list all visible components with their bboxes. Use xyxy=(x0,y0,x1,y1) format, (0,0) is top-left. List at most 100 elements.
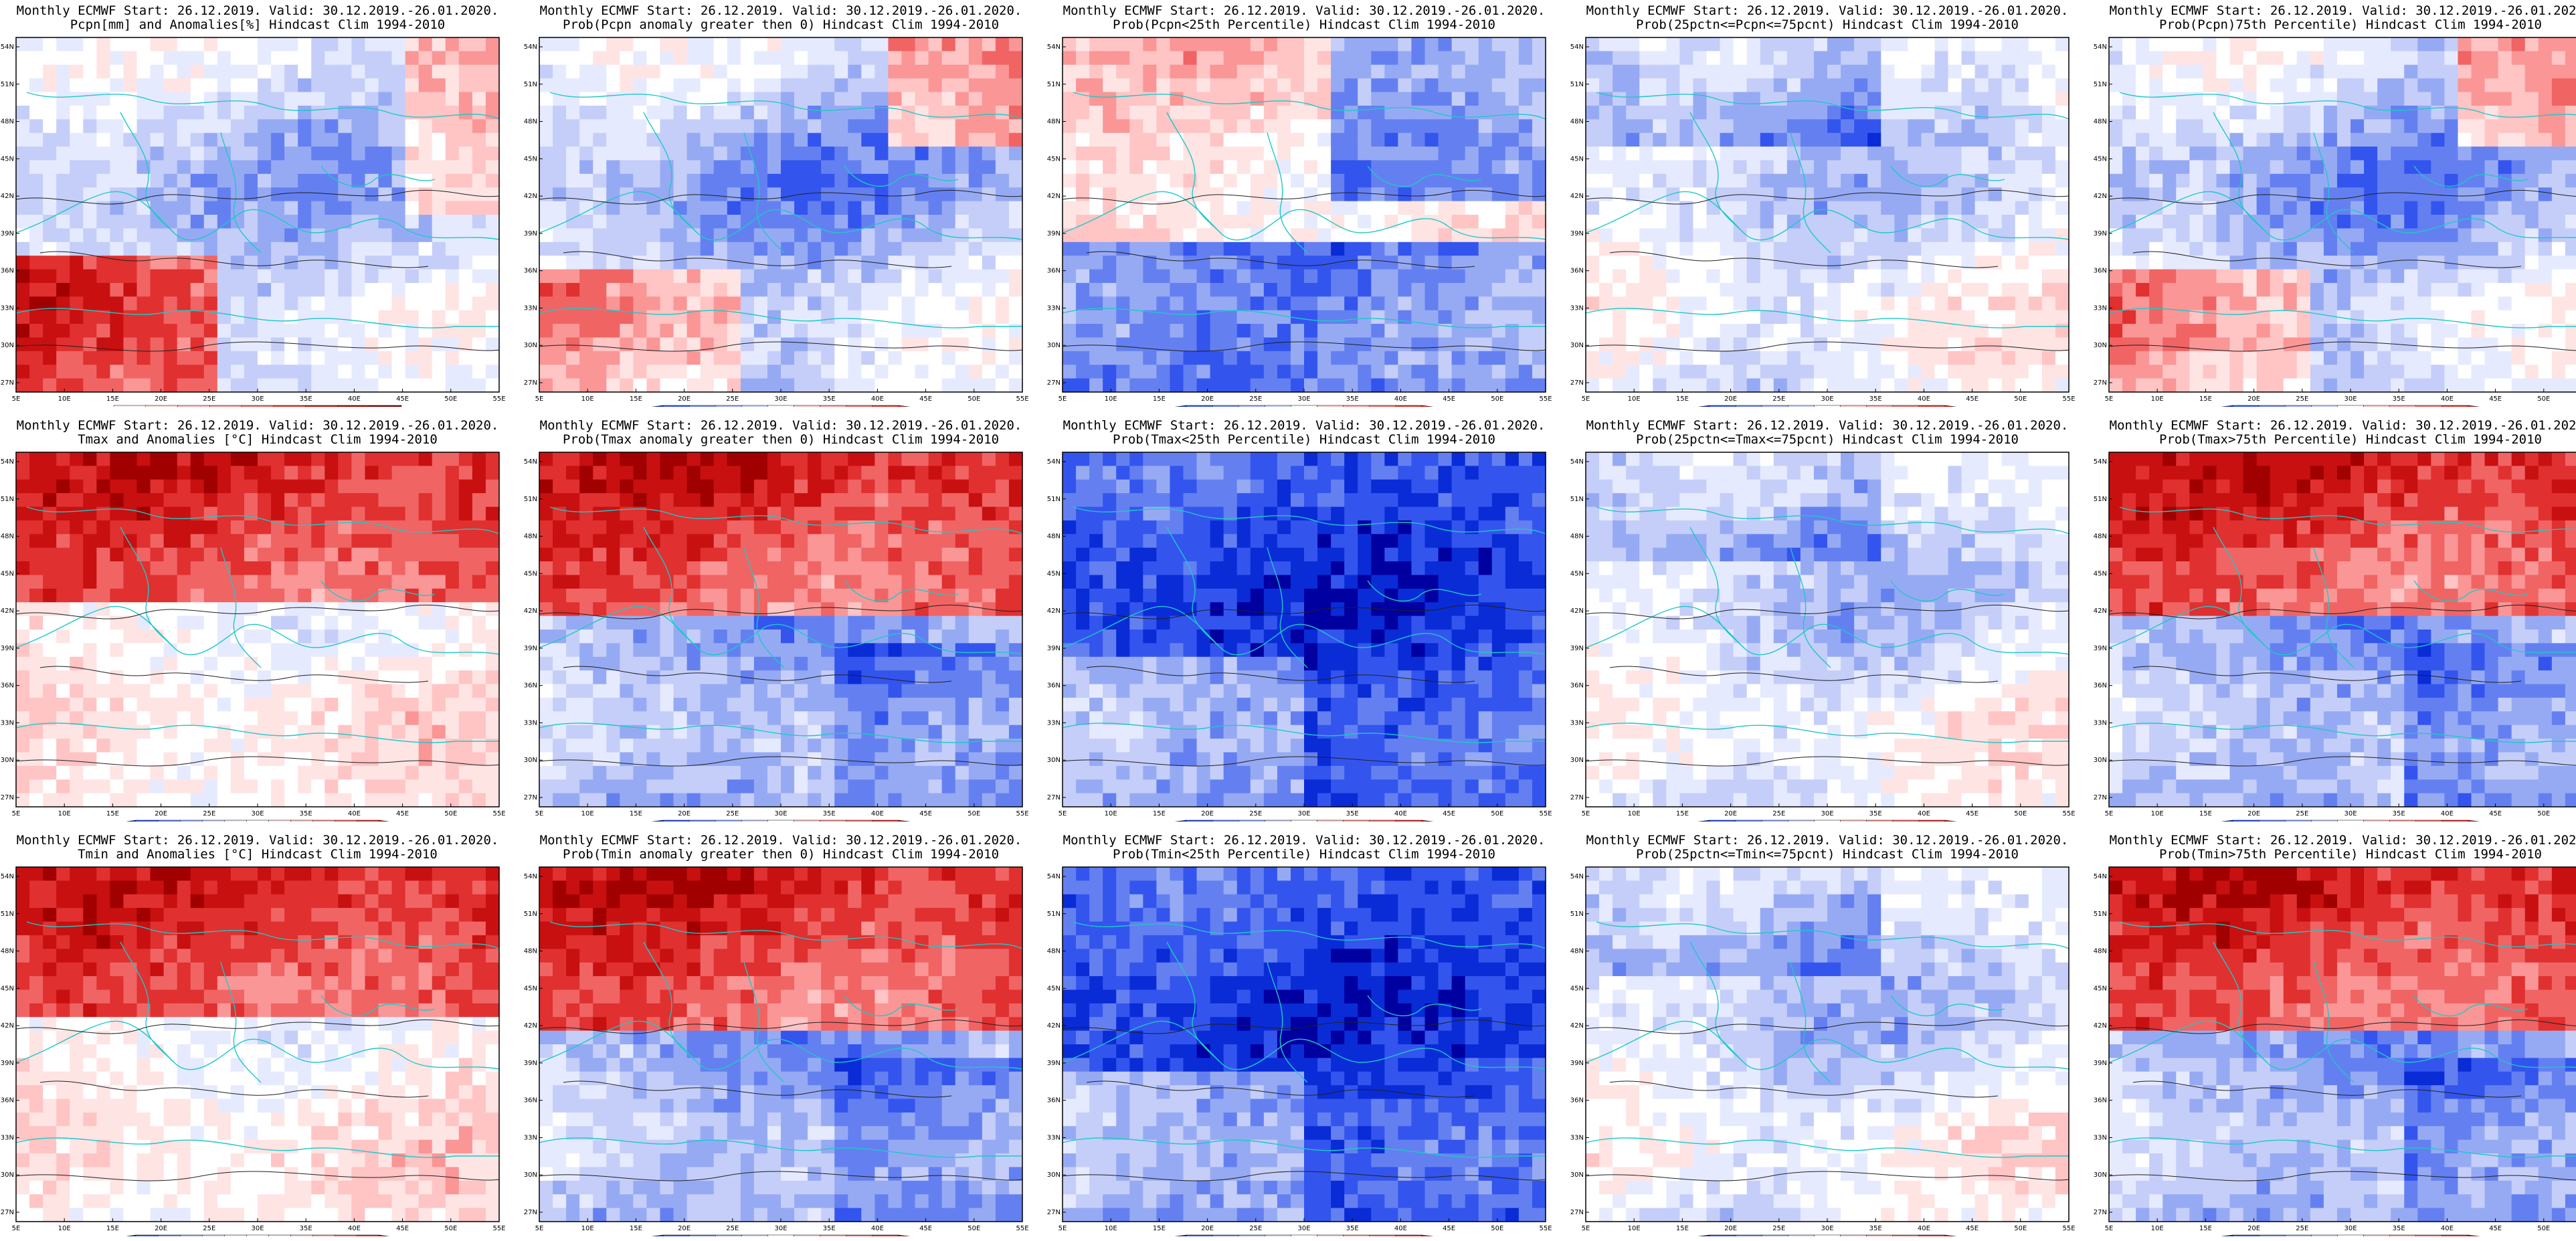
latitude-label: 51N xyxy=(524,81,537,88)
latitude-label: 27N xyxy=(524,794,537,801)
field-shading xyxy=(539,867,1023,1222)
longitude-label: 30E xyxy=(774,1225,787,1232)
latitude-label: 42N xyxy=(524,607,537,615)
latitude-label: 30N xyxy=(2094,342,2107,349)
longitude-label: 40E xyxy=(348,395,361,403)
longitude-label: 30E xyxy=(1297,810,1310,818)
field-shading xyxy=(16,37,500,393)
latitude-label: 27N xyxy=(524,1209,537,1216)
map-panel: Monthly ECMWF Start: 26.12.2019. Valid: … xyxy=(2093,0,2576,411)
longitude-label: 5E xyxy=(1582,395,1590,403)
latitude-label: 54N xyxy=(1570,873,1584,880)
latitude-label: 48N xyxy=(1570,118,1584,126)
longitude-label: 15E xyxy=(1153,1225,1166,1232)
latitude-label: 36N xyxy=(2094,682,2107,690)
longitude-label: 50E xyxy=(2014,1225,2027,1232)
longitude-label: 5E xyxy=(12,810,21,818)
latitude-label: 48N xyxy=(1,948,14,955)
longitude-label: 40E xyxy=(1918,395,1930,403)
longitude-label: 55E xyxy=(492,1225,505,1232)
longitude-label: 40E xyxy=(2441,810,2454,818)
longitude-label: 20E xyxy=(155,395,167,403)
longitude-label: 45E xyxy=(1966,395,1979,403)
latitude-label: 45N xyxy=(524,155,537,163)
latitude-label: 51N xyxy=(524,496,537,503)
latitude-label: 36N xyxy=(1047,1097,1061,1105)
panel-subtitle: Prob(Tmax<25th Percentile) Hindcast Clim… xyxy=(1046,433,1562,447)
panel-title: Monthly ECMWF Start: 26.12.2019. Valid: … xyxy=(523,419,1038,433)
longitude-label: 40E xyxy=(871,395,884,403)
longitude-label: 20E xyxy=(678,1225,691,1232)
latitude-label: 36N xyxy=(1570,268,1584,275)
longitude-label: 25E xyxy=(1249,1225,1262,1232)
longitude-label: 30E xyxy=(1297,395,1310,403)
longitude-label: 50E xyxy=(968,1225,980,1232)
latitude-label: 36N xyxy=(1570,1097,1584,1105)
latitude-label: 27N xyxy=(1047,794,1061,801)
colorbar: 1020304060708090 xyxy=(2207,405,2494,407)
panel-title: Monthly ECMWF Start: 26.12.2019. Valid: … xyxy=(2093,4,2576,18)
latitude-label: 27N xyxy=(524,379,537,387)
longitude-label: 35E xyxy=(300,1225,312,1232)
longitude-label: 20E xyxy=(678,810,691,818)
longitude-label: 15E xyxy=(2199,395,2212,403)
longitude-label: 10E xyxy=(1105,810,1117,818)
longitude-label: 25E xyxy=(726,810,739,818)
longitude-label: 25E xyxy=(1772,810,1785,818)
latitude-label: 48N xyxy=(1570,948,1584,955)
longitude-label: 35E xyxy=(2393,1225,2405,1232)
longitude-label: 15E xyxy=(1153,810,1166,818)
latitude-label: 51N xyxy=(1,496,14,503)
latitude-label: 30N xyxy=(1,1171,14,1179)
latitude-label: 39N xyxy=(2094,230,2107,237)
latitude-label: 48N xyxy=(1,118,14,126)
latitude-label: 42N xyxy=(1,607,14,615)
longitude-label: 45E xyxy=(1443,810,1455,818)
longitude-label: 15E xyxy=(106,1225,119,1232)
longitude-label: 35E xyxy=(300,395,312,403)
latitude-label: 36N xyxy=(1047,268,1061,275)
longitude-label: 15E xyxy=(1676,810,1689,818)
longitude-label: 35E xyxy=(823,1225,836,1232)
longitude-label: 35E xyxy=(1346,810,1359,818)
map-panel: Monthly ECMWF Start: 26.12.2019. Valid: … xyxy=(2093,830,2576,1241)
longitude-label: 10E xyxy=(1105,395,1117,403)
panel-subtitle: Prob(Tmax anomaly greater then 0) Hindca… xyxy=(523,433,1038,447)
panel-title: Monthly ECMWF Start: 26.12.2019. Valid: … xyxy=(0,834,515,848)
panel-title: Monthly ECMWF Start: 26.12.2019. Valid: … xyxy=(1570,4,2085,18)
longitude-label: 15E xyxy=(106,395,119,403)
colorbar: 255075100125150175200300 xyxy=(114,405,401,407)
latitude-label: 45N xyxy=(2094,985,2107,992)
longitude-label: 30E xyxy=(1297,1225,1310,1232)
longitude-label: 35E xyxy=(2393,810,2405,818)
longitude-label: 40E xyxy=(1394,1225,1407,1232)
latitude-label: 48N xyxy=(524,533,537,541)
colorbar: -5-4-3-2-1-0.50.512345 xyxy=(114,1235,401,1236)
longitude-label: 50E xyxy=(2537,1225,2550,1232)
longitude-label: 20E xyxy=(2247,810,2260,818)
longitude-label: 15E xyxy=(1676,1225,1689,1232)
latitude-label: 42N xyxy=(1570,193,1584,200)
longitude-label: 5E xyxy=(535,395,544,403)
latitude-label: 27N xyxy=(1570,794,1584,801)
colorbar: 1020304060708090 xyxy=(637,820,925,822)
latitude-label: 33N xyxy=(1,719,14,727)
panel-title: Monthly ECMWF Start: 26.12.2019. Valid: … xyxy=(1046,834,1562,848)
longitude-label: 45E xyxy=(396,1225,409,1232)
longitude-label: 25E xyxy=(1249,395,1262,403)
latitude-label: 42N xyxy=(2094,193,2107,200)
longitude-label: 45E xyxy=(1443,395,1455,403)
longitude-label: 5E xyxy=(535,1225,544,1232)
latitude-label: 48N xyxy=(1,533,14,541)
longitude-label: 5E xyxy=(1059,395,1067,403)
latitude-label: 45N xyxy=(524,985,537,992)
latitude-label: 27N xyxy=(2094,1209,2107,1216)
latitude-label: 27N xyxy=(1047,1209,1061,1216)
latitude-label: 54N xyxy=(2094,873,2107,880)
latitude-label: 42N xyxy=(1,1022,14,1030)
longitude-label: 35E xyxy=(300,810,312,818)
longitude-label: 35E xyxy=(1346,395,1359,403)
longitude-label: 45E xyxy=(1966,810,1979,818)
longitude-label: 25E xyxy=(726,395,739,403)
